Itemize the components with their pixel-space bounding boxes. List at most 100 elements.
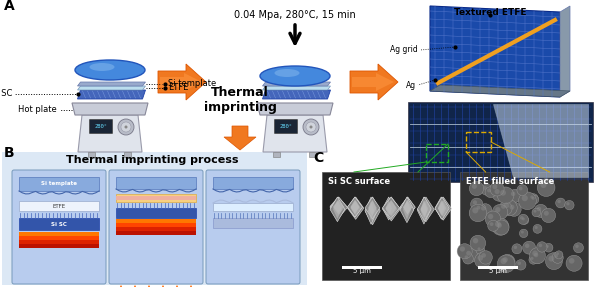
Circle shape (511, 191, 516, 196)
Circle shape (544, 243, 553, 252)
Circle shape (504, 202, 510, 208)
Circle shape (534, 204, 548, 218)
Circle shape (537, 179, 555, 197)
Text: Thermal
imprinting: Thermal imprinting (204, 86, 277, 115)
Circle shape (460, 246, 465, 252)
Circle shape (575, 245, 579, 248)
Text: A: A (4, 0, 15, 13)
Polygon shape (400, 197, 415, 218)
Polygon shape (403, 200, 412, 215)
Text: Hot plate: Hot plate (18, 106, 57, 115)
Circle shape (481, 206, 486, 211)
Circle shape (520, 216, 529, 224)
Circle shape (530, 257, 533, 260)
Circle shape (498, 255, 515, 273)
Bar (116, 194, 196, 202)
Polygon shape (224, 126, 256, 150)
Circle shape (552, 252, 563, 263)
Bar (426, 144, 448, 162)
Circle shape (476, 246, 485, 255)
Circle shape (520, 229, 528, 238)
Polygon shape (383, 197, 395, 220)
Circle shape (482, 253, 486, 258)
Circle shape (569, 258, 575, 264)
Circle shape (485, 211, 501, 227)
Bar (213, 203, 293, 211)
Bar (116, 223, 196, 227)
Polygon shape (400, 197, 415, 217)
Circle shape (514, 246, 517, 249)
Text: Ag: Ag (406, 80, 416, 90)
Text: Si template: Si template (168, 79, 216, 88)
Circle shape (469, 204, 486, 222)
Polygon shape (352, 73, 394, 91)
Polygon shape (77, 86, 145, 90)
Bar (88, 152, 95, 157)
Bar (19, 244, 99, 248)
Text: C: C (313, 151, 323, 165)
Circle shape (495, 189, 499, 194)
Text: Ag grid: Ag grid (390, 46, 418, 55)
Circle shape (544, 211, 549, 216)
Circle shape (555, 198, 566, 208)
Polygon shape (493, 104, 588, 177)
Polygon shape (421, 200, 432, 219)
Bar (478, 266, 518, 269)
Bar (116, 219, 196, 223)
Circle shape (497, 187, 514, 203)
Bar (19, 240, 99, 244)
Bar (19, 218, 99, 230)
Text: 280°: 280° (280, 125, 293, 129)
Circle shape (464, 255, 468, 259)
Ellipse shape (75, 60, 145, 80)
Circle shape (548, 256, 554, 261)
Polygon shape (403, 200, 411, 220)
Circle shape (483, 186, 487, 190)
Circle shape (508, 189, 522, 202)
Circle shape (566, 255, 582, 271)
Circle shape (512, 244, 522, 254)
Polygon shape (365, 197, 380, 219)
Polygon shape (347, 197, 364, 219)
Polygon shape (438, 200, 449, 217)
Polygon shape (330, 197, 347, 218)
Ellipse shape (89, 63, 114, 71)
Circle shape (488, 220, 499, 231)
Polygon shape (430, 85, 570, 97)
Text: Textured ETFE: Textured ETFE (454, 8, 526, 17)
Bar (124, 152, 131, 157)
Circle shape (473, 200, 477, 205)
Circle shape (529, 255, 538, 264)
Circle shape (121, 122, 131, 132)
Text: ETFE filled surface: ETFE filled surface (466, 177, 554, 187)
Polygon shape (263, 115, 327, 152)
Bar (116, 231, 196, 235)
Circle shape (474, 203, 486, 215)
Circle shape (520, 216, 523, 220)
Bar (116, 196, 196, 200)
Text: Si template: Si template (41, 181, 77, 187)
Text: ETFE: ETFE (52, 203, 66, 208)
Circle shape (532, 251, 544, 263)
Polygon shape (368, 200, 377, 216)
Polygon shape (78, 115, 142, 152)
Circle shape (564, 200, 574, 210)
Circle shape (494, 220, 509, 235)
Circle shape (516, 260, 526, 270)
Bar (309, 152, 316, 157)
Polygon shape (77, 90, 145, 99)
Bar (213, 218, 293, 228)
Polygon shape (386, 200, 392, 217)
Circle shape (479, 251, 492, 264)
Circle shape (545, 253, 563, 269)
Circle shape (557, 200, 561, 203)
Circle shape (532, 251, 538, 256)
Circle shape (499, 202, 512, 215)
Circle shape (532, 208, 541, 217)
Circle shape (532, 197, 535, 200)
Polygon shape (430, 6, 560, 97)
Circle shape (457, 244, 472, 259)
Bar (460, 172, 588, 280)
Polygon shape (72, 103, 148, 115)
Bar (116, 177, 196, 189)
